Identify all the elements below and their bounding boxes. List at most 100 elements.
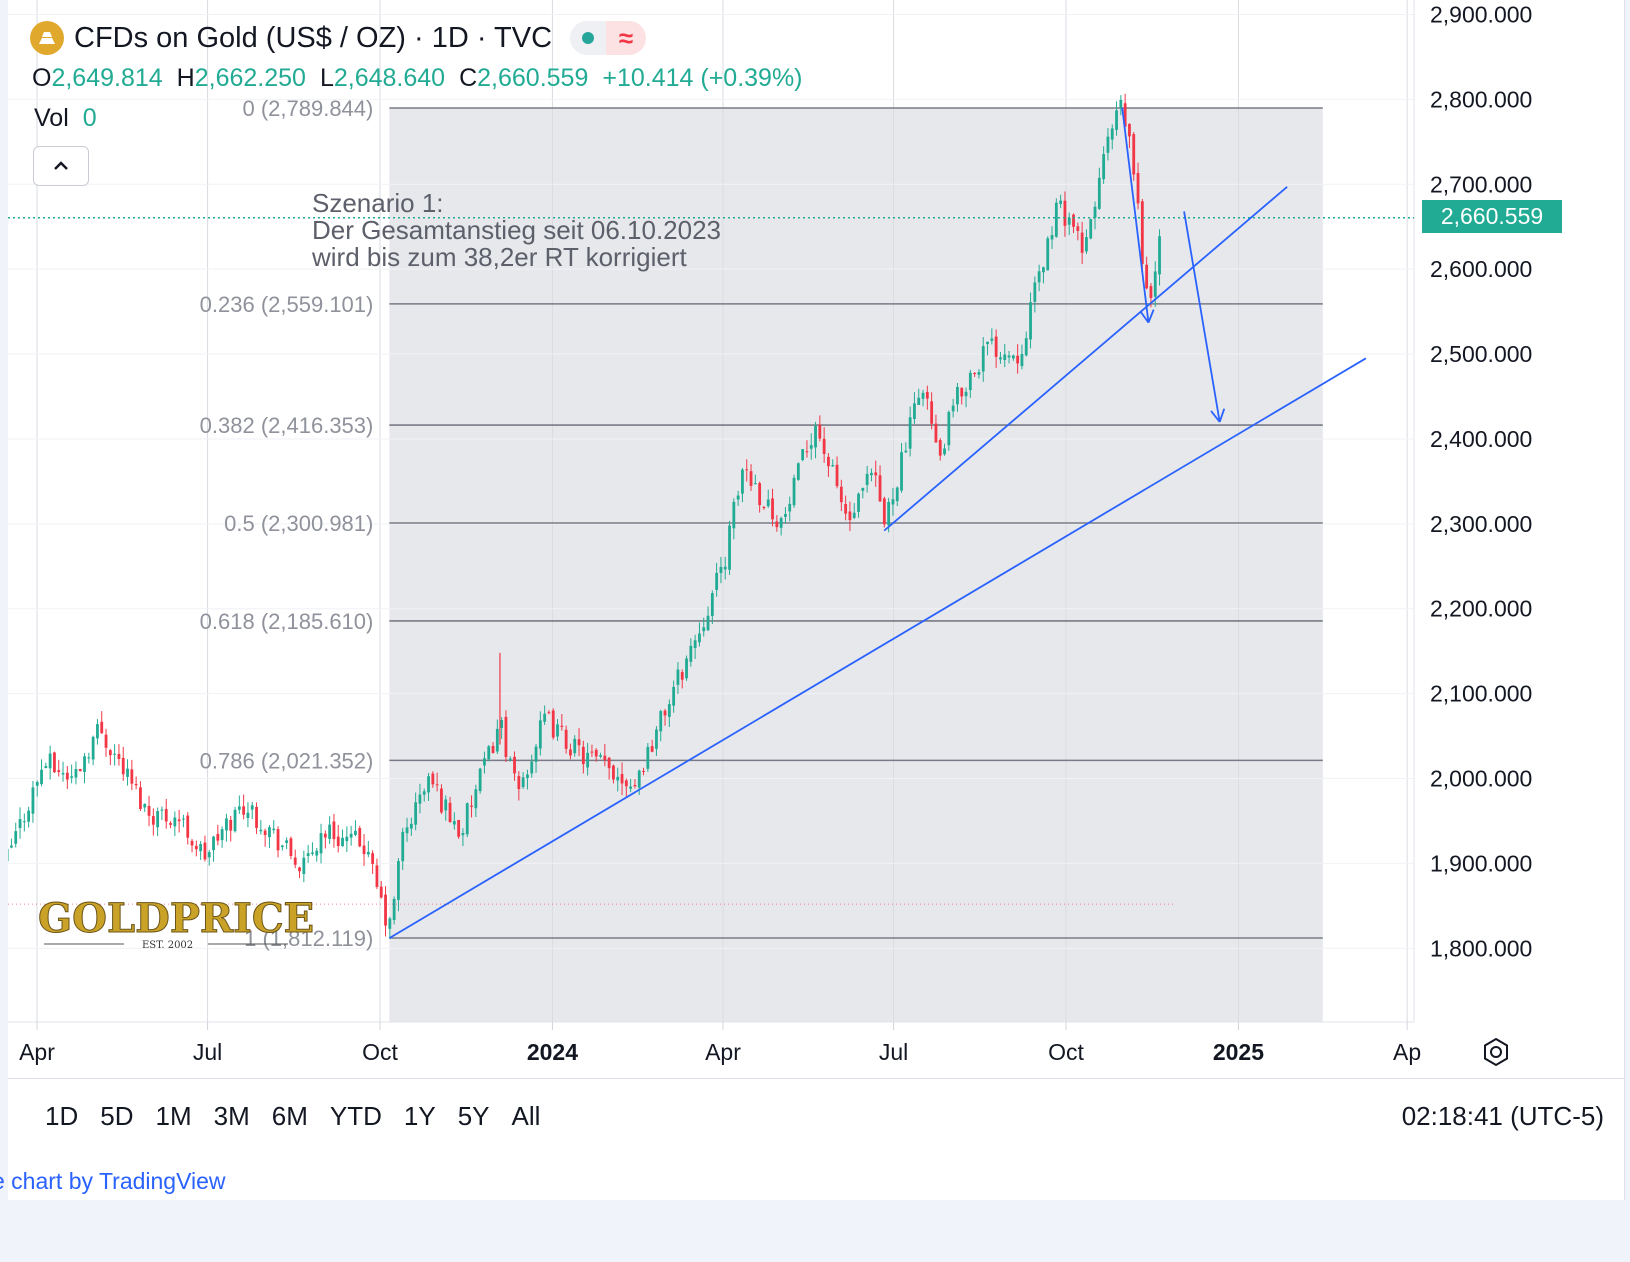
fibonacci-retracement[interactable]: 0 (2,789.844) 0.236 (2,559.101) 0.382 (2,4… [200,96,1323,951]
tradingview-credit-link[interactable]: e chart by TradingView [0,1168,226,1194]
candle-body [586,752,590,768]
candle-body [199,844,203,852]
candle [14,822,18,848]
candle-body [1054,202,1058,237]
candle [865,465,869,493]
candle [1037,264,1041,292]
candle-body [61,772,65,775]
candle [474,784,478,817]
candle [259,820,263,835]
range-button-1m[interactable]: 1M [155,1101,192,1131]
candle-body [190,840,194,846]
candle-body [1085,237,1088,252]
candle-body [160,809,164,811]
candlestick-series [8,93,1161,940]
timezone-clock[interactable]: 02:18:41 (UTC-5) [1401,1101,1604,1131]
candle [801,449,805,462]
candle-body [315,850,319,856]
price-tick-label: 2,200.000 [1430,596,1532,622]
arrow-drawing[interactable] [1183,211,1226,423]
fib-zone-background [389,108,1323,1022]
range-selector: 1D 5D 1M 3M 6M YTD 1Y 5Y All [34,1101,551,1132]
candle-body [844,504,848,514]
range-button-5d[interactable]: 5D [100,1101,134,1131]
candle [100,711,104,734]
candle-body [977,372,981,375]
trendline[interactable] [388,357,1367,939]
candle-body [526,774,529,779]
volume-label: Vol [34,104,69,132]
candle [784,507,787,524]
candle [672,680,676,713]
candle [22,813,26,832]
range-button-6m[interactable]: 6M [271,1101,308,1131]
fib-level-label: 0.786 (2,021.352) [200,748,374,773]
candle [775,515,779,532]
chart-settings-icon[interactable] [1480,1036,1512,1068]
candle [908,406,912,457]
fib-level-label: 0.382 (2,416.353) [200,413,374,438]
collapse-legend-button[interactable] [33,146,89,186]
candle-body [633,785,637,787]
candle [255,802,258,834]
candle-body [259,829,263,832]
market-status-pill[interactable]: ≈ [570,21,647,55]
svg-text:EST. 2002: EST. 2002 [142,940,193,951]
candle-body [341,837,344,847]
chart-canvas[interactable]: 0 (2,789.844) 0.236 (2,559.101) 0.382 (2,4… [8,0,1624,1078]
candle [1050,226,1054,249]
candle-body [882,498,886,525]
candle-body [242,806,246,815]
candle-body [1093,206,1097,218]
range-button-1d[interactable]: 1D [45,1101,79,1131]
range-button-1y[interactable]: 1Y [403,1101,436,1131]
candle-body [302,857,306,874]
drawing-layer[interactable] [8,107,1414,939]
candle [315,847,319,862]
arrow-drawing[interactable] [1121,107,1155,324]
candle [599,752,602,759]
candle [452,812,456,830]
candle [53,751,56,773]
trendline[interactable] [883,186,1288,532]
candle [977,369,981,379]
candle-body [878,475,882,502]
time-axis[interactable]: Apr Jul Oct 2024 Apr Jul Oct 2025 Ap [8,1021,1421,1065]
candle [1110,124,1114,150]
candle-body [1011,355,1015,359]
candle-body [422,791,426,795]
candle-body [680,672,684,680]
candle-body [538,720,542,749]
candle [104,728,108,757]
range-button-all[interactable]: All [511,1101,541,1131]
candle-body [771,498,774,520]
candle-body [237,806,241,810]
range-button-5y[interactable]: 5Y [457,1101,490,1131]
candle [190,838,194,853]
gold-bars-icon [30,21,64,55]
candle [504,710,508,763]
symbol-title[interactable]: CFDs on Gold (US$ / OZ) · 1D · TVC [74,21,553,54]
candle-body [796,463,800,480]
candle [745,459,749,482]
candle-body [736,495,740,500]
candle-body [1042,267,1045,273]
price-axis[interactable]: 1,800.000 1,900.000 2,000.000 2,100.000 2,20… [1430,1,1532,961]
candle-body [930,401,934,424]
candle-body [96,724,99,739]
candle [384,886,387,937]
candle [362,834,366,866]
candle-body [612,765,615,780]
scenario-annotation[interactable]: Szenario 1: Der Gesamtanstieg seit 06.10… [312,190,721,271]
candle [569,743,572,760]
candle-body [904,450,908,453]
annotation-line: Szenario 1: [312,188,444,218]
candle-body [689,645,693,662]
range-button-3m[interactable]: 3M [213,1101,250,1131]
candle [891,487,895,516]
range-button-ytd[interactable]: YTD [329,1101,382,1131]
candle [478,767,482,794]
candle [723,556,727,580]
candle-body [784,513,787,517]
candle [581,740,585,774]
